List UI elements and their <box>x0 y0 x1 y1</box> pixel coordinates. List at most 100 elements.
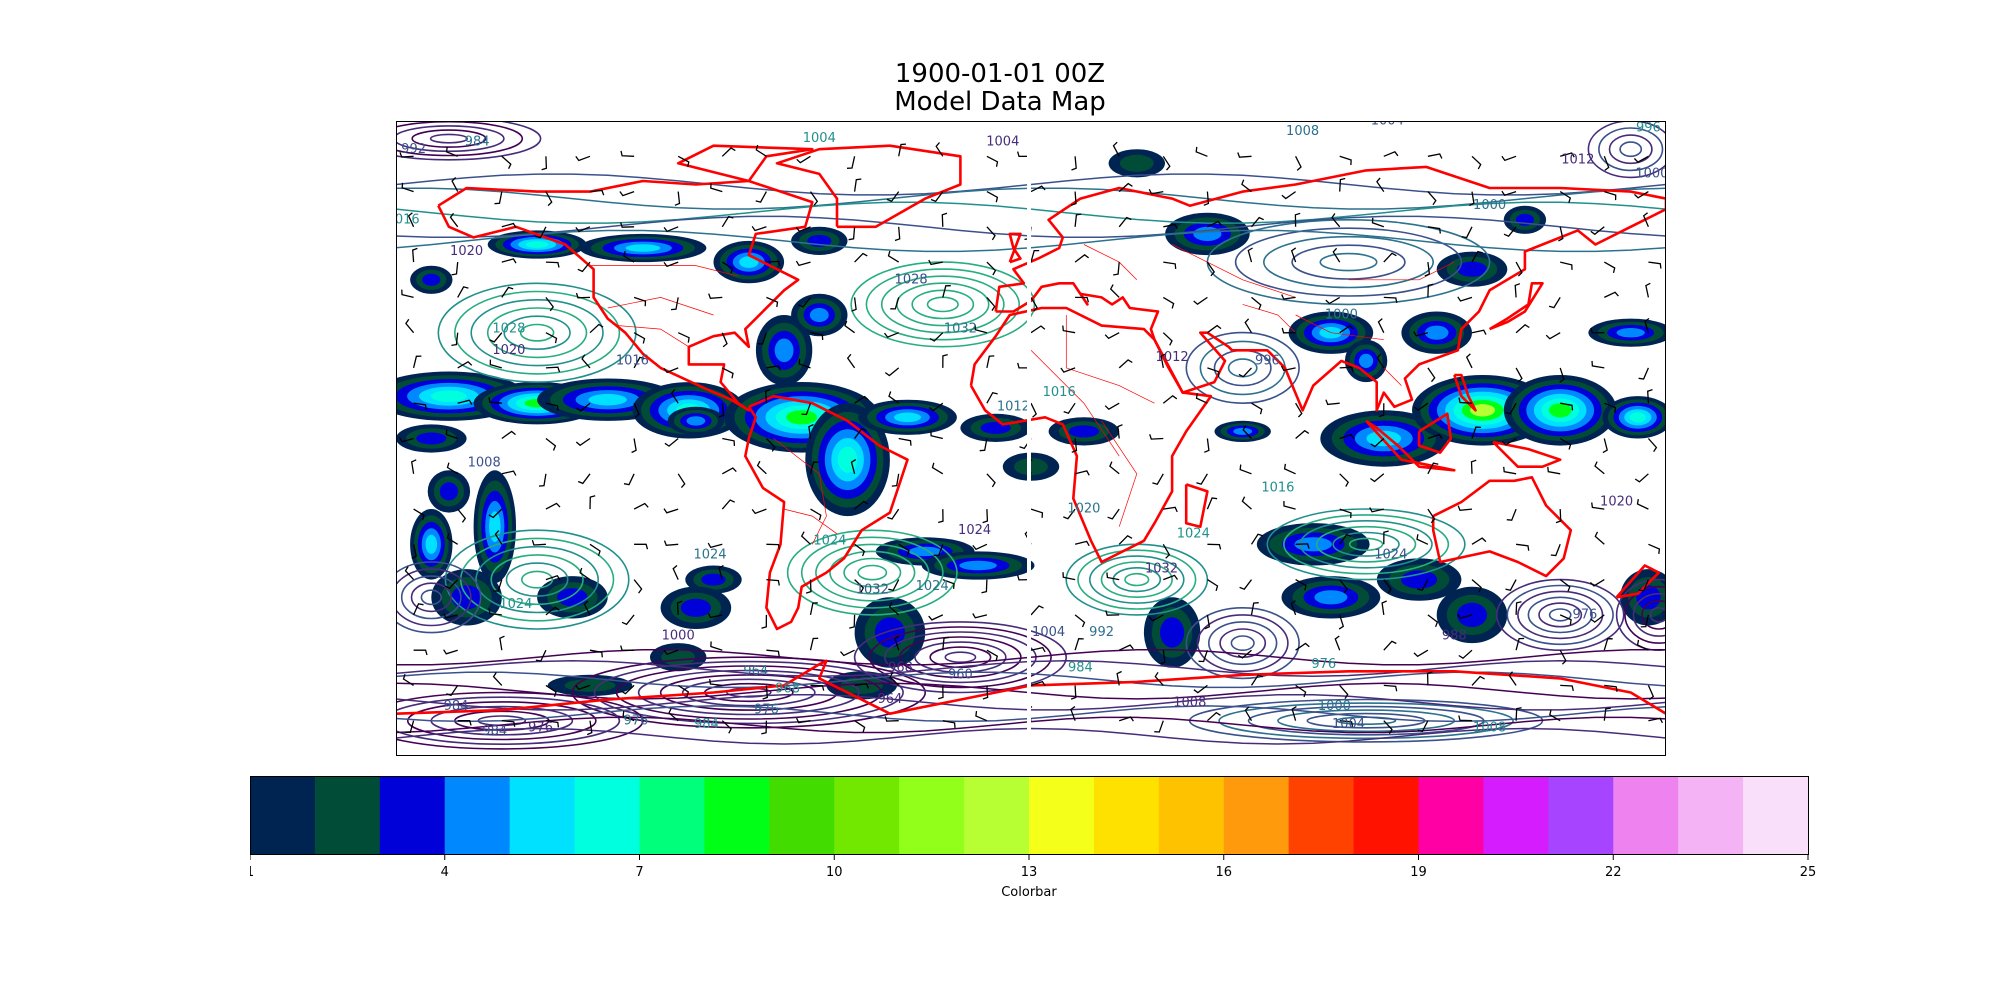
wind-barb <box>1427 367 1436 383</box>
wind-barb <box>1338 614 1345 630</box>
wind-barb <box>577 261 591 273</box>
colorbar-swatch <box>250 776 316 854</box>
wind-barb <box>854 579 865 593</box>
precip-contour-fill <box>809 307 829 323</box>
pressure-contour-label: 968 <box>775 682 800 697</box>
wind-barb <box>941 212 948 227</box>
wind-barb <box>1602 438 1608 454</box>
wind-barb <box>633 402 640 418</box>
pressure-contour-line <box>1506 584 1614 646</box>
wind-barb <box>1030 508 1044 518</box>
wind-barb <box>710 183 723 193</box>
wind-barb <box>1369 507 1384 513</box>
wind-barb <box>796 717 811 724</box>
wind-barb <box>1457 296 1473 302</box>
wind-barb <box>620 645 635 652</box>
wind-barb <box>1505 402 1517 415</box>
wind-barb <box>1648 543 1661 554</box>
wind-barb <box>1295 402 1303 418</box>
colorbar-tick-label: 1 <box>250 865 254 880</box>
wind-barb <box>810 332 824 340</box>
wind-barb <box>1642 212 1649 228</box>
wind-barb <box>761 720 768 735</box>
pressure-contour-label: 984 <box>482 724 507 739</box>
wind-barb <box>1645 282 1651 298</box>
wind-barb <box>531 540 546 546</box>
wind-barb <box>1283 500 1296 510</box>
precip-contour-fill <box>739 256 759 268</box>
wind-barb <box>589 495 596 510</box>
wind-barb <box>1195 393 1208 404</box>
country-border <box>1242 304 1296 333</box>
colorbar-swatch <box>1483 776 1549 854</box>
wind-barb <box>1074 638 1084 651</box>
wind-barb <box>1030 249 1040 263</box>
wind-barb <box>412 247 418 263</box>
colorbar-swatch <box>444 776 511 854</box>
wind-barb <box>1206 497 1218 510</box>
wind-barb <box>1281 294 1296 300</box>
wind-barb <box>586 720 593 736</box>
pressure-contour-label: 1012 <box>997 399 1030 414</box>
wind-barb <box>583 600 591 616</box>
wind-barb <box>457 399 473 405</box>
wind-barb <box>986 226 996 241</box>
wind-barb <box>1163 574 1179 581</box>
wind-barb <box>1118 216 1132 228</box>
wind-barb <box>1461 226 1473 239</box>
pressure-contour-line <box>1649 607 1666 623</box>
pressure-contour-line <box>1608 134 1653 165</box>
precip-contour-fill <box>840 676 883 694</box>
pressure-contour-label: 1024 <box>916 579 949 594</box>
pressure-contour-label: 1016 <box>616 353 649 368</box>
coastline <box>1431 476 1573 578</box>
contour-label-layer: 992 984 1004 1004 1004 1008 996 1012 1000 1000 101… <box>396 121 1666 739</box>
pressure-contour-label: 1016 <box>1261 480 1294 495</box>
wind-barb <box>1603 156 1610 171</box>
pressure-contour-label: 964 <box>877 692 902 707</box>
model-data-map: 992 984 1004 1004 1004 1008 996 1012 1000 1000 101… <box>396 121 1666 756</box>
wind-barb <box>501 286 514 298</box>
pressure-contour-line <box>420 589 442 606</box>
wind-barb <box>1339 579 1348 594</box>
wind-barb <box>1640 614 1650 628</box>
wind-barb <box>1207 579 1219 591</box>
wind-barb <box>1515 637 1525 651</box>
wind-barb <box>1548 297 1561 309</box>
wind-barb <box>854 395 869 404</box>
colorbar-swatch <box>1743 776 1809 854</box>
pressure-contour-label: 1016 <box>1043 385 1076 400</box>
wind-barb <box>402 674 414 686</box>
wind-barb <box>1239 464 1252 475</box>
wind-barb <box>634 543 649 550</box>
wind-barb <box>1471 675 1485 686</box>
precip-contour-fill <box>1233 427 1253 435</box>
wind-barb <box>1290 600 1297 616</box>
wind-barb <box>672 565 679 580</box>
wind-barb <box>1339 155 1352 166</box>
wind-barb <box>1555 509 1562 524</box>
wind-barb <box>1377 318 1385 333</box>
colorbar-tick-label: 10 <box>826 865 843 880</box>
country-border <box>773 438 827 545</box>
precip-contour-fill <box>1401 570 1438 589</box>
wind-barb <box>1647 438 1658 453</box>
wind-barb <box>633 332 646 344</box>
wind-barb <box>494 530 503 545</box>
wind-barb <box>1117 424 1123 439</box>
wind-barb <box>457 719 472 726</box>
wind-barb <box>766 260 781 267</box>
pressure-contour-label: 996 <box>1255 353 1280 368</box>
pressure-contour-line <box>1112 567 1162 593</box>
wind-barb <box>710 641 723 651</box>
wind-barb <box>1030 402 1037 418</box>
wind-barb <box>930 430 943 440</box>
wind-barb <box>501 720 516 727</box>
pressure-contour-label: 984 <box>444 699 469 714</box>
wind-barb <box>451 177 459 192</box>
wind-barb <box>1030 605 1044 616</box>
wind-barb <box>1152 473 1164 485</box>
precip-contour-fill <box>701 573 726 586</box>
wind-barb <box>1590 614 1605 623</box>
wind-barb <box>581 354 591 369</box>
